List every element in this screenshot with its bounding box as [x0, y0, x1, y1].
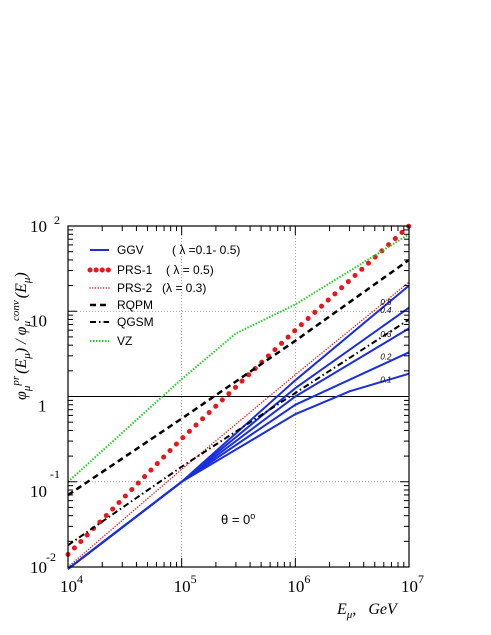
y-label-mu3: μ [21, 321, 33, 328]
x-tick-exp: 7 [418, 572, 424, 586]
y-label-mu2: μ [21, 353, 33, 360]
x-label-unit: GeV [368, 601, 399, 618]
y-label-mid: (E [13, 359, 30, 374]
legend: GGV ( λ =0.1- 0.5) PRS-1 ( λ = 0.5) PRS-2 (λ … [87, 243, 240, 348]
y-label-mu: μ [21, 385, 33, 392]
y-label-phi: φ [13, 391, 30, 400]
annotation-theta: θ = 0o [221, 511, 255, 527]
series-rqpm [67, 258, 410, 497]
x-label-sub: μ [346, 609, 353, 621]
series-ggv-0.5 [67, 284, 410, 570]
axis-ticks [67, 226, 409, 568]
series-vz [67, 233, 410, 483]
x-tick-label: 104 [60, 572, 83, 596]
theta-deg: o [250, 511, 255, 521]
y-tick-base: 10 [30, 558, 47, 577]
x-tick-labels: 104 105 106 107 [60, 572, 424, 596]
legend-extra: (λ = 0.3) [162, 281, 206, 295]
curve-label: 0.5 [380, 298, 392, 307]
y-axis-label: φμpr(Eμ) / φμconv(Eμ) [10, 272, 33, 400]
y-tick-base: 10 [30, 217, 47, 236]
y-label-mu4: μ [21, 277, 33, 284]
x-tick-exp: 5 [191, 572, 197, 586]
legend-label: RQPM [117, 298, 153, 312]
theta-eq: = 0 [228, 512, 250, 527]
curve-label: 0.2 [380, 353, 392, 362]
legend-label: GGV [117, 243, 144, 257]
x-tick-label: 107 [401, 572, 424, 596]
x-tick-label: 105 [174, 572, 197, 596]
y-label-conv: conv [10, 300, 22, 321]
legend-label: PRS-1 [117, 263, 153, 277]
series-ggv-0.1 [67, 372, 410, 570]
x-tick-label: 106 [287, 572, 310, 596]
series-prs-1 [65, 223, 412, 557]
curve-label: 0.3 [380, 330, 392, 339]
legend-extra: ( λ = 0.5) [166, 263, 214, 277]
x-label-comma: , [352, 601, 356, 618]
y-label-tail: (E [13, 283, 30, 298]
legend-label: VZ [117, 334, 132, 348]
x-tick-exp: 4 [77, 572, 83, 586]
y-tick-base: 10 [30, 311, 47, 330]
series-prs-2 [67, 281, 410, 568]
series-group [65, 223, 412, 570]
y-label-phi2: φ [13, 326, 30, 335]
legend-extra: ( λ =0.1- 0.5) [172, 243, 240, 257]
curve-labels: 0.50.4 0.3 0.2 0.1 [380, 298, 392, 385]
series-qgsm [67, 318, 410, 547]
y-tick-exp: -2 [46, 550, 56, 564]
y-tick-exp: -1 [50, 467, 60, 481]
x-tick-exp: 6 [304, 572, 310, 586]
x-label-main: E [336, 601, 347, 618]
legend-label: PRS-2 [117, 281, 153, 295]
x-tick-base: 10 [174, 577, 191, 596]
y-label-pr: pr [10, 375, 22, 387]
y-label-close: ) / [13, 335, 30, 354]
x-axis-label: Eμ, GeV [336, 601, 399, 621]
theta-symbol: θ [221, 512, 228, 527]
curve-label: 0.1 [380, 376, 391, 385]
y-tick-base: 1 [38, 397, 47, 416]
y-tick-exp: 2 [54, 213, 60, 227]
y-label-end: ) [13, 272, 30, 278]
y-tick-base: 10 [30, 482, 47, 501]
legend-label: QGSM [117, 315, 154, 329]
x-tick-base: 10 [287, 577, 304, 596]
x-tick-base: 10 [401, 577, 418, 596]
curve-label: 0.4 [380, 306, 392, 315]
x-tick-base: 10 [60, 577, 77, 596]
